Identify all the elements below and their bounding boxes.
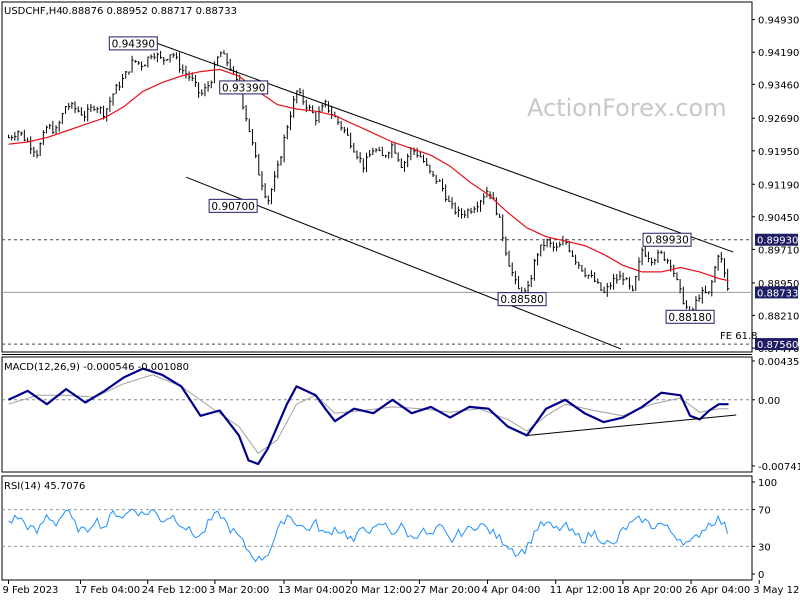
price-tick-label: 0.93460 <box>758 80 799 91</box>
time-tick-label: 4 Apr 04:00 <box>482 585 541 596</box>
macd-line <box>8 367 729 466</box>
watermark: ActionForex.com <box>527 94 727 122</box>
price-annotation-box <box>497 292 547 307</box>
price-label: 0.89930 <box>757 236 798 247</box>
price-label-box <box>755 338 798 351</box>
macd-signal-line <box>8 374 729 454</box>
panel-frame-0 <box>1 1 753 353</box>
channel-line-0 <box>157 42 734 253</box>
main-header-symbol: USDCHF,H4 <box>4 6 63 17</box>
time-tick-label: 17 Feb 04:00 <box>75 585 141 596</box>
rsi-panel: 100 70 30 0 <box>2 478 777 581</box>
price-tick-label: 0.88950 <box>758 279 799 290</box>
price-annotation: 0.90700 <box>211 201 254 213</box>
panel-frame-2 <box>1 475 753 581</box>
price-annotation-box <box>219 80 269 95</box>
panel-frame-1 <box>1 356 753 473</box>
price-label: 0.87560 <box>757 340 798 351</box>
macd-header: MACD(12,26,9) -0.000546 -0.001080 <box>4 362 189 373</box>
time-axis: 9 Feb 2023 17 Feb 04:00 24 Feb 12:00 3 Mar … <box>3 580 800 596</box>
time-tick-label: 20 Mar 12:00 <box>345 585 412 596</box>
price-label: 0.88733 <box>757 288 798 299</box>
time-tick-label: 3 May 12:00 <box>753 585 800 596</box>
rsi-header: RSI(14) 45.7076 <box>4 481 85 492</box>
rsi-tick-label: 70 <box>758 506 771 517</box>
moving-average-line <box>8 68 729 282</box>
price-tick-label: 0.90450 <box>758 213 799 224</box>
time-tick-label: 11 Apr 12:00 <box>550 585 615 596</box>
price-annotation-box <box>642 232 692 247</box>
time-tick-label: 24 Feb 12:00 <box>142 585 208 596</box>
time-tick-label: 13 Mar 04:00 <box>278 585 345 596</box>
price-tick-label: 0.94190 <box>758 48 799 59</box>
channel-line-1 <box>185 176 622 350</box>
price-annotation-box <box>665 309 715 324</box>
price-tick-label: 0.91950 <box>758 147 799 158</box>
price-annotation-box <box>208 198 258 213</box>
price-tick-label: 0.91190 <box>758 180 799 191</box>
macd-trendline <box>526 414 737 436</box>
rsi-tick-label: 30 <box>758 542 771 553</box>
rsi-tick-label: 100 <box>758 478 777 489</box>
price-label-box <box>755 286 798 299</box>
price-annotation: 0.93390 <box>222 82 265 94</box>
price-annotation: 0.88580 <box>500 294 543 306</box>
price-tick-label: 0.92690 <box>758 114 799 125</box>
price-panel: 0.94930 0.94190 0.93460 0.92690 0.91950 0.911… <box>2 16 799 355</box>
time-tick-label: 18 Apr 20:00 <box>617 585 682 596</box>
price-tick-label: 0.89710 <box>758 245 799 256</box>
rsi-line <box>8 508 729 563</box>
time-tick-label: 26 Apr 04:00 <box>685 585 750 596</box>
time-tick-label: 9 Feb 2023 <box>3 585 59 596</box>
price-annotation: 0.88180 <box>668 312 711 324</box>
fe-label: FE 61.8 <box>720 331 758 342</box>
macd-tick-label: 0.004354 <box>758 357 800 368</box>
time-tick-label: 3 Mar 20:00 <box>209 585 269 596</box>
price-tick-label: 0.88210 <box>758 311 799 322</box>
price-annotation-box <box>108 36 158 51</box>
time-tick-label: 27 Mar 20:00 <box>413 585 480 596</box>
macd-tick-label: -0.007417 <box>758 462 800 473</box>
price-label-box <box>755 233 798 246</box>
panel-frames <box>1 1 753 581</box>
macd-panel: 0.004354 0.00 -0.007417 <box>2 357 800 473</box>
price-tick-label: 0.94930 <box>758 16 799 27</box>
price-annotation: 0.94390 <box>112 38 155 50</box>
price-annotation: 0.89930 <box>645 235 688 247</box>
main-header-ohlc: 0.88876 0.88952 0.88717 0.88733 <box>62 6 237 17</box>
rsi-tick-label: 0 <box>758 570 764 581</box>
macd-tick-label: 0.00 <box>758 396 780 407</box>
